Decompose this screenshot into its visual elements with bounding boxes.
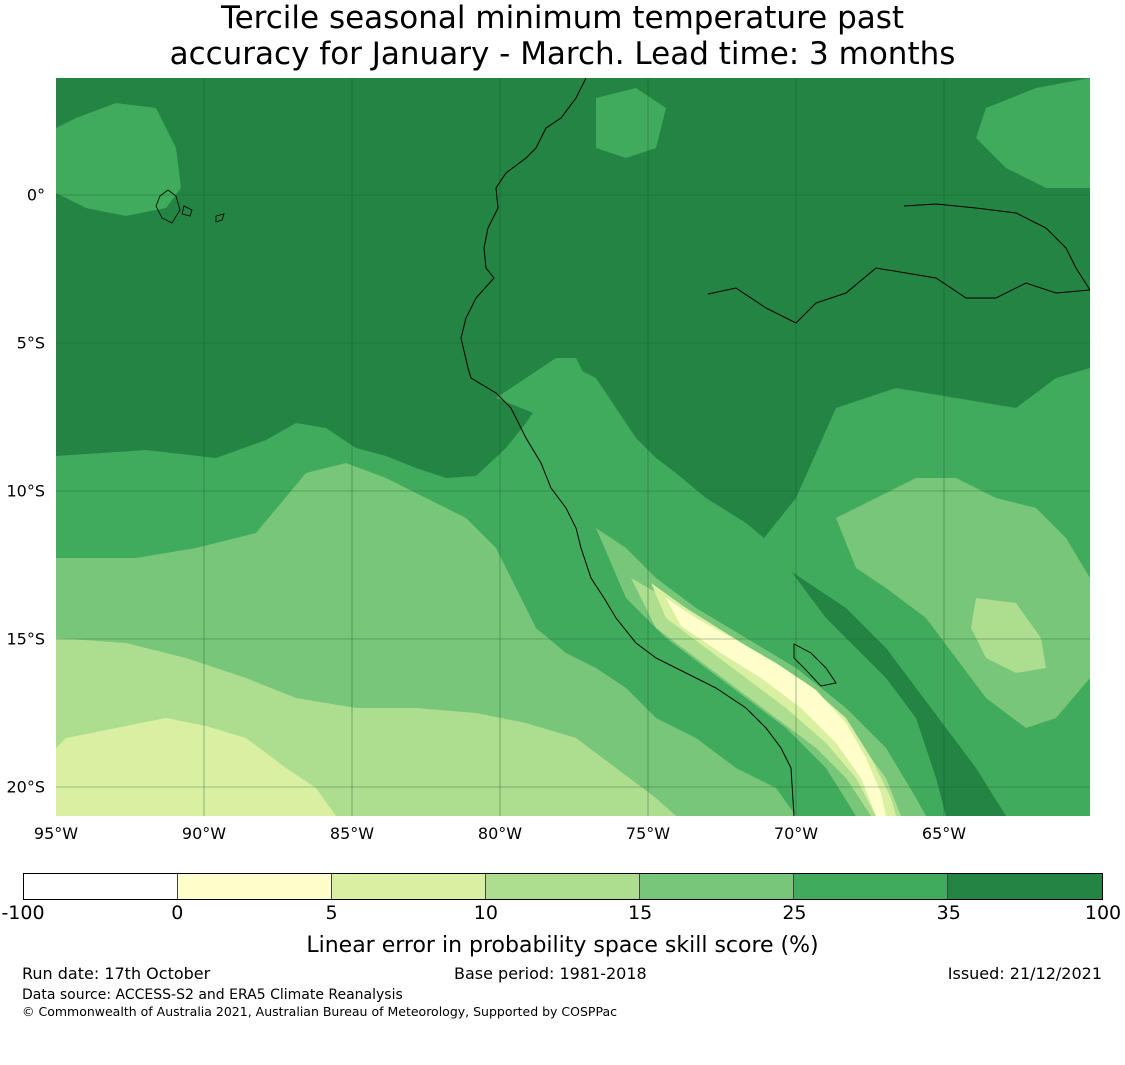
region-medium-green-north (596, 88, 666, 158)
colorbar (23, 873, 1103, 900)
copyright: © Commonwealth of Australia 2021, Austra… (22, 1004, 617, 1019)
colorbar-segment (332, 874, 486, 899)
colorbar-tick-label: -100 (1, 902, 45, 924)
lon-label-95w: 95°W (33, 824, 79, 843)
region-medium-green-northwest (56, 103, 181, 216)
colorbar-segment (948, 874, 1102, 899)
title-line-1: Tercile seasonal minimum temperature pas… (220, 0, 905, 36)
coastline (460, 78, 795, 816)
lat-label-10s: 10°S (6, 481, 45, 501)
colorbar-tick-label: 0 (171, 902, 184, 924)
colorbar-segment (178, 874, 332, 899)
amazon-river (903, 203, 1090, 291)
colorbar-tick-label: 35 (936, 902, 961, 924)
map-canvas (56, 78, 1090, 816)
region-medium-green-northeast (976, 78, 1090, 188)
colorbar-tick-label: 15 (628, 902, 653, 924)
lat-label-15s: 15°S (6, 629, 45, 649)
colorbar-segment (794, 874, 948, 899)
data-source: Data source: ACCESS-S2 and ERA5 Climate … (22, 987, 403, 1003)
colorbar-tick-label: 100 (1084, 902, 1122, 924)
lat-label-20s: 20°S (6, 777, 45, 797)
title-line-2: accuracy for January - March. Lead time:… (169, 36, 956, 72)
skill-map (56, 78, 1090, 816)
colorbar-tick-label: 5 (325, 902, 338, 924)
colorbar-segment (640, 874, 794, 899)
colorbar-segment (24, 874, 178, 899)
lon-label-75w: 75°W (625, 824, 671, 843)
colorbar-segment (486, 874, 640, 899)
galapagos-islands (155, 189, 225, 224)
lon-label-85w: 85°W (329, 824, 375, 843)
colorbar-label: Linear error in probability space skill … (306, 933, 819, 958)
region-very-pale-ocean (56, 718, 336, 816)
graticule (56, 78, 1090, 816)
base-period: Base period: 1981-2018 (454, 964, 647, 983)
lake-titicaca (793, 643, 837, 687)
lon-label-90w: 90°W (181, 824, 227, 843)
run-date: Run date: 17th October (22, 964, 211, 983)
issued-date: Issued: 21/12/2021 (947, 964, 1102, 983)
lat-label-5s: 5°S (16, 333, 45, 353)
map-title: Tercile seasonal minimum temperature pas… (0, 0, 1125, 72)
lat-label-0: 0° (26, 185, 45, 205)
region-pale-green-east (971, 598, 1046, 673)
lon-label-70w: 70°W (773, 824, 819, 843)
colorbar-tick-label: 25 (782, 902, 807, 924)
colorbar-tick-label: 10 (473, 902, 498, 924)
lon-label-80w: 80°W (477, 824, 523, 843)
region-cream-andes (666, 598, 886, 816)
lon-label-65w: 65°W (921, 824, 967, 843)
maranon-river (707, 267, 1090, 324)
region-medium-green-peru (496, 358, 586, 418)
